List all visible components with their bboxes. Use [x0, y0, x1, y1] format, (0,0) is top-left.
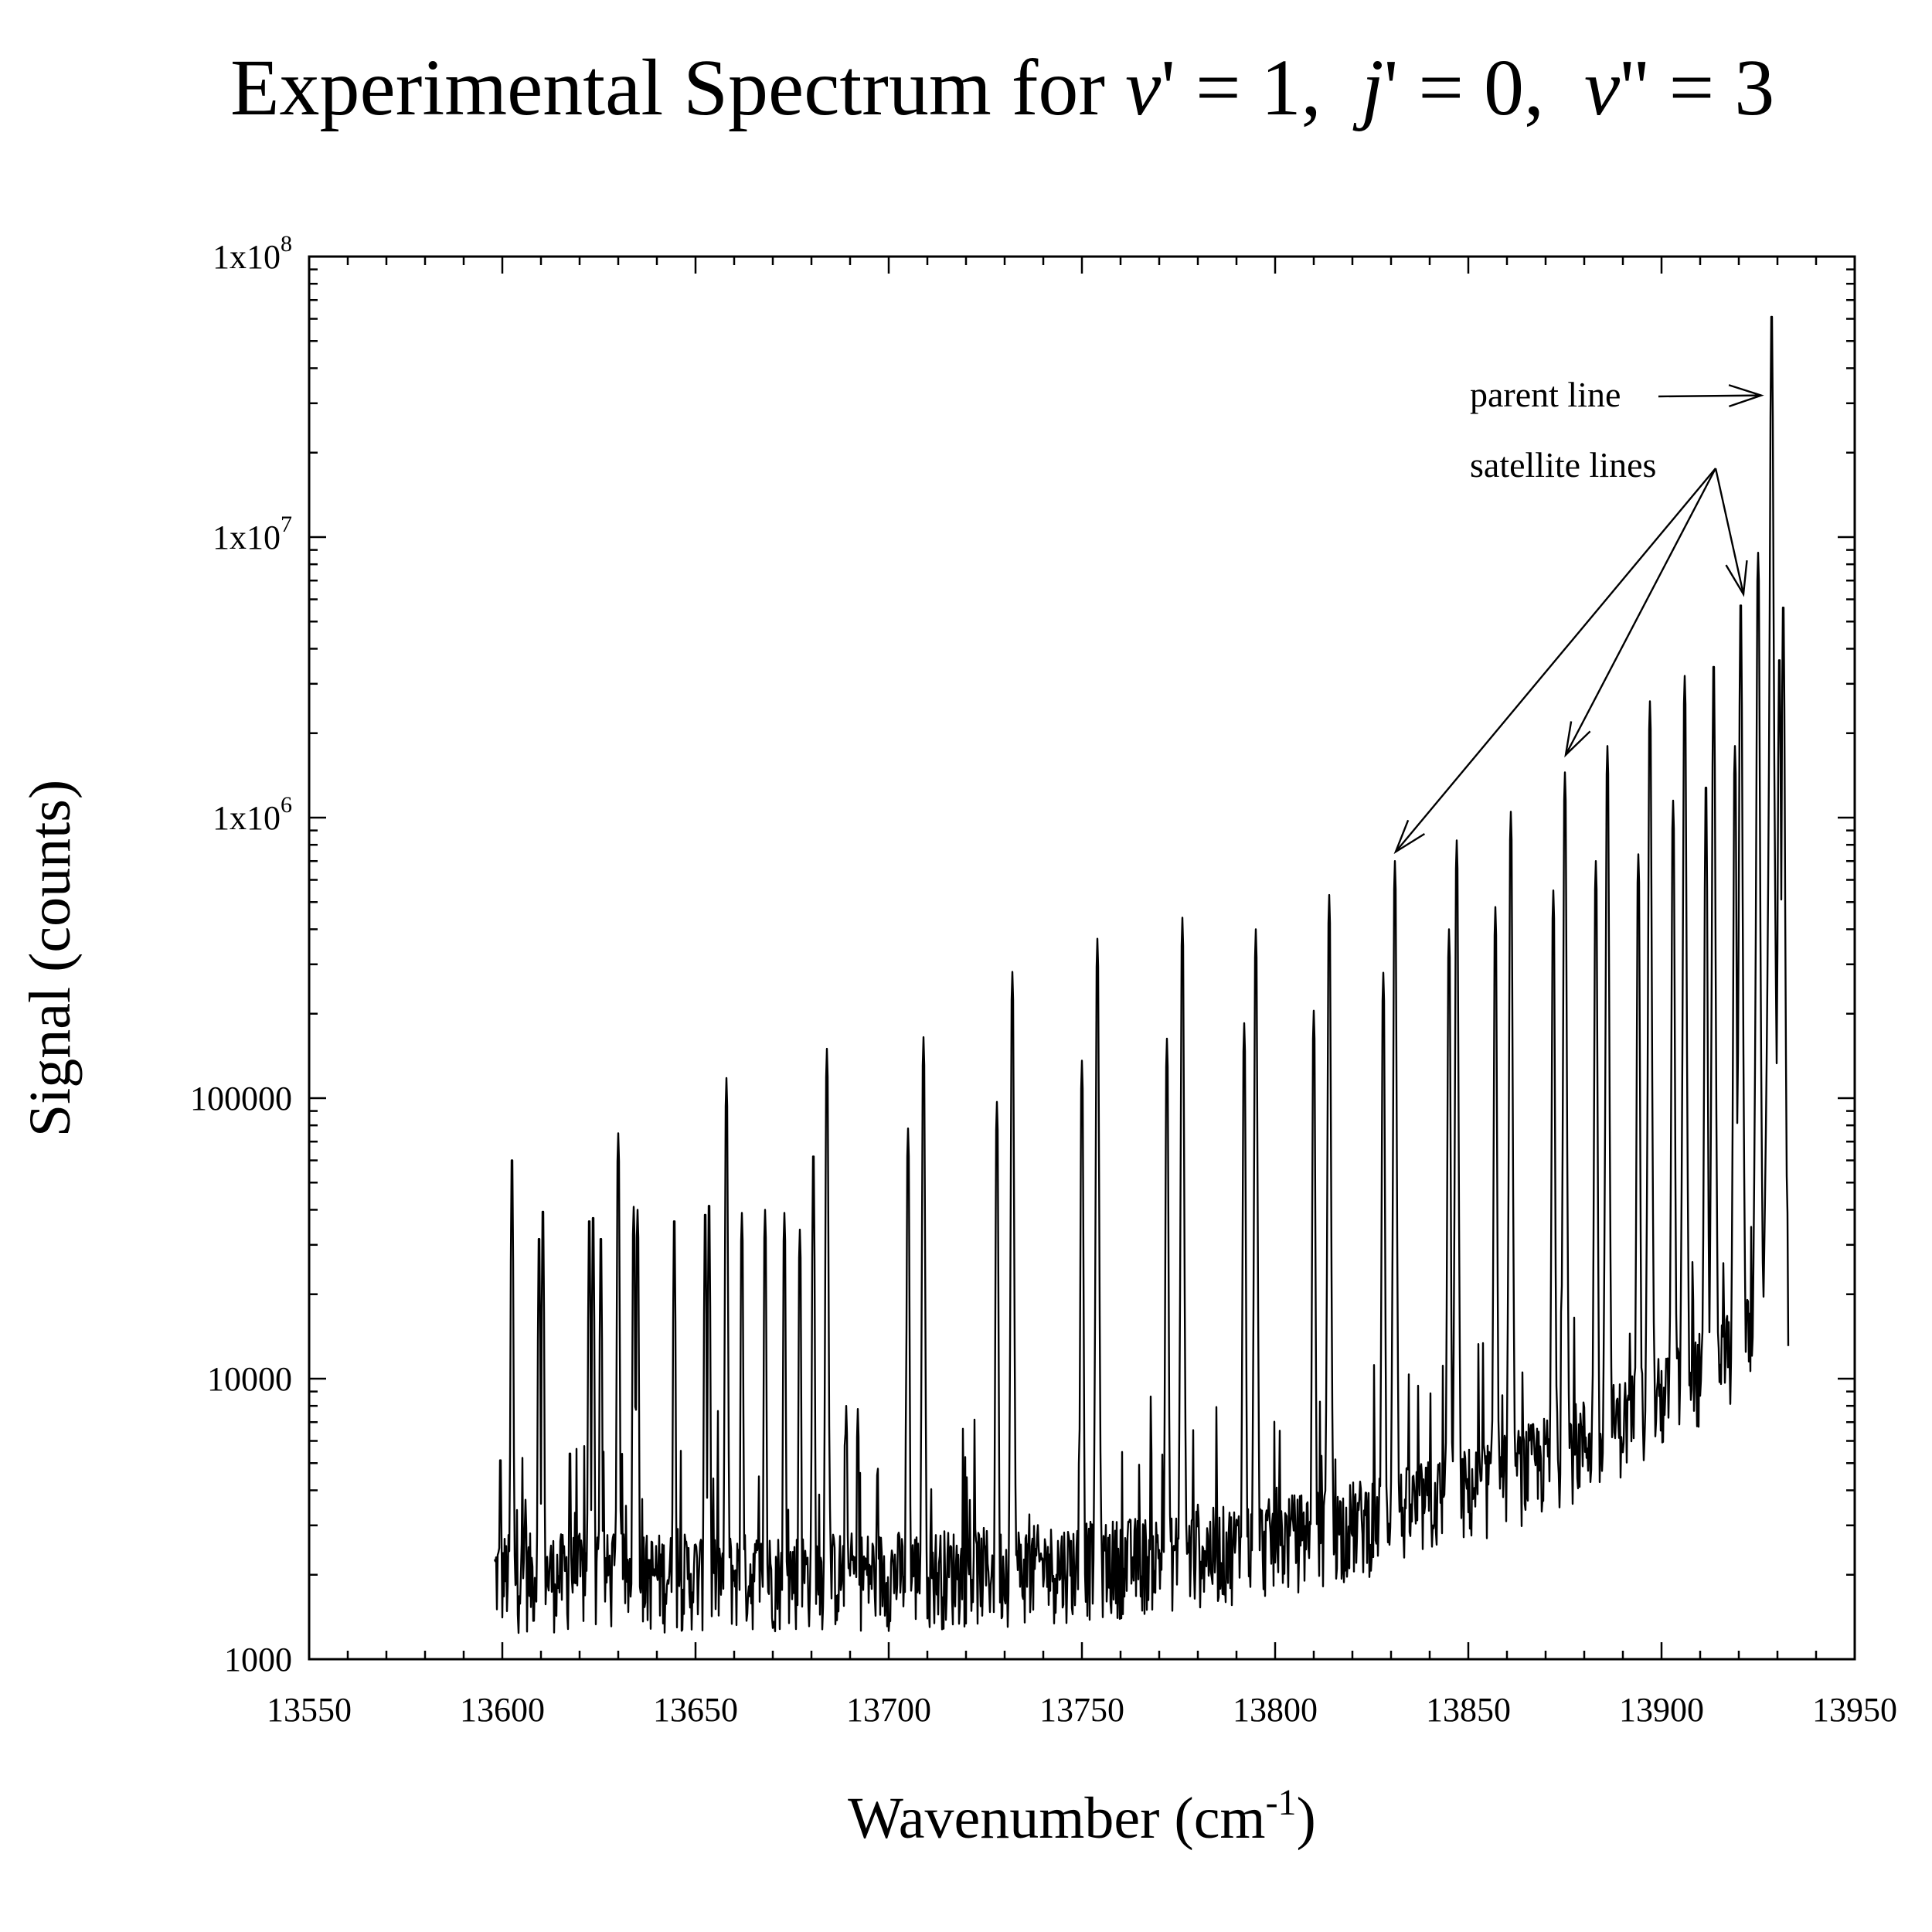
x-tick-label: 13600 [460, 1691, 545, 1729]
x-tick-label: 13900 [1619, 1691, 1704, 1729]
x-tick-label: 13850 [1426, 1691, 1511, 1729]
x-axis-label: Wavenumber (cm-1) [848, 1782, 1316, 1851]
x-label-text: Wavenumber (cm [848, 1786, 1265, 1851]
parent-line-label: parent line [1470, 375, 1621, 414]
annotations: parent line satellite lines [1393, 375, 1764, 855]
title-prefix: Experimental Spectrum for [230, 43, 1125, 132]
title-value: = 0, [1418, 43, 1544, 132]
axis-ticks [308, 257, 1856, 1661]
y-tick-label: 1x107 [213, 512, 292, 556]
y-tick-label: 1x108 [213, 231, 292, 276]
title-spacer [1544, 43, 1584, 132]
x-label-suffix: ) [1297, 1786, 1316, 1851]
x-tick-label: 13800 [1233, 1691, 1318, 1729]
satellite-arrow-2 [1714, 468, 1745, 595]
x-tick-label: 13550 [267, 1691, 352, 1729]
y-tick-labels: 1000 10000 100000 1x106 1x107 1x108 [190, 231, 292, 1679]
y-tick-label: 1000 [224, 1641, 292, 1679]
y-tick-label: 10000 [207, 1360, 292, 1398]
x-label-sup: -1 [1266, 1782, 1297, 1823]
satellite-arrow-2-head [1725, 560, 1748, 597]
y-tick-label: 100000 [190, 1080, 292, 1117]
x-tick-label: 13700 [846, 1691, 931, 1729]
parent-line-arrow-head [1728, 384, 1764, 408]
title-prime: '' [1620, 43, 1668, 132]
title-prime: ' [1161, 43, 1196, 132]
spectrum-line [493, 315, 1790, 1634]
satellite-arrow-1 [1564, 468, 1717, 756]
x-tick-label: 13750 [1039, 1691, 1124, 1729]
satellite-arrow-0-head [1393, 819, 1426, 855]
title-value: = 3 [1669, 43, 1775, 132]
chart-title: Experimental Spectrum for v' = 1, j' = 0… [230, 43, 1774, 132]
satellite-arrow-1-head [1564, 721, 1591, 758]
title-symbol: v [1125, 43, 1162, 132]
satellite-lines-label: satellite lines [1470, 445, 1656, 485]
title-symbol: v [1584, 43, 1621, 132]
x-tick-labels: 13550 13600 13650 13700 13750 13800 13850 13900… [267, 1691, 1897, 1729]
title-value: = 1, [1196, 43, 1321, 132]
title-spacer [1321, 43, 1362, 132]
y-tick-label: 1x106 [213, 792, 292, 837]
title-prime: ' [1384, 43, 1419, 132]
satellite-arrow-0 [1395, 468, 1716, 852]
x-tick-label: 13950 [1812, 1691, 1897, 1729]
x-tick-label: 13650 [653, 1691, 738, 1729]
y-axis-label: Signal (counts) [18, 780, 83, 1137]
